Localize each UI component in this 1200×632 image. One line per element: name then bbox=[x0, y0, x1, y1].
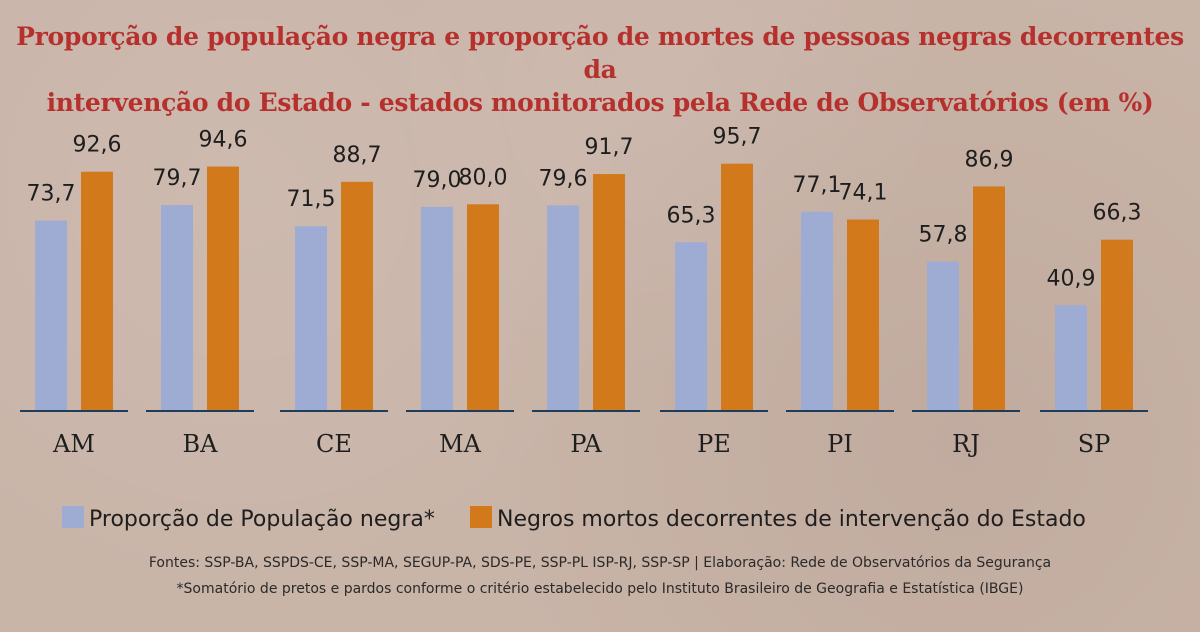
legend-label-series-1: Proporção de População negra* bbox=[89, 507, 435, 532]
category-label-ba: BA bbox=[183, 430, 219, 458]
category-label-pe: PE bbox=[697, 430, 731, 458]
legend-label-series-2: Negros mortos decorrentes de intervenção… bbox=[497, 507, 1086, 532]
bar-sp-series-2 bbox=[1101, 239, 1133, 411]
category-label-pa: PA bbox=[570, 430, 602, 458]
value-label-am-series-2: 92,6 bbox=[73, 133, 122, 158]
bar-rj-series-2 bbox=[973, 186, 1005, 411]
value-label-ba-series-1: 79,7 bbox=[153, 166, 202, 191]
value-label-pi-series-1: 77,1 bbox=[793, 173, 842, 198]
value-label-ce-series-2: 88,7 bbox=[333, 143, 382, 168]
bar-pa-series-2 bbox=[593, 174, 625, 411]
value-label-pi-series-2: 74,1 bbox=[839, 181, 888, 206]
value-label-pa-series-1: 79,6 bbox=[539, 166, 588, 191]
bar-pe-series-2 bbox=[721, 163, 753, 411]
value-label-pe-series-1: 65,3 bbox=[667, 203, 716, 228]
value-label-sp-series-1: 40,9 bbox=[1047, 266, 1096, 291]
value-label-ce-series-1: 71,5 bbox=[287, 187, 336, 212]
bar-ce-series-2 bbox=[341, 181, 373, 411]
legend-swatch-series-2 bbox=[470, 506, 492, 528]
value-label-ma-series-1: 79,0 bbox=[413, 168, 462, 193]
bar-pa-series-1 bbox=[547, 205, 579, 411]
category-label-pi: PI bbox=[827, 430, 853, 458]
category-label-rj: RJ bbox=[952, 430, 980, 458]
value-label-sp-series-2: 66,3 bbox=[1093, 201, 1142, 226]
category-label-ce: CE bbox=[316, 430, 352, 458]
bar-ma-series-1 bbox=[421, 206, 453, 411]
bar-pe-series-1 bbox=[675, 242, 707, 411]
category-label-am: AM bbox=[52, 430, 95, 458]
chart-title-line-1: Proporção de população negra e proporção… bbox=[16, 22, 1184, 84]
chart-title: Proporção de população negra e proporção… bbox=[0, 20, 1200, 119]
bar-sp-series-1 bbox=[1055, 305, 1087, 411]
value-label-pa-series-2: 91,7 bbox=[585, 135, 634, 160]
bar-am-series-1 bbox=[35, 220, 67, 411]
chart-title-line-2: intervenção do Estado - estados monitora… bbox=[46, 88, 1154, 117]
footer-sources: Fontes: SSP-BA, SSPDS-CE, SSP-MA, SEGUP-… bbox=[148, 555, 1052, 571]
bar-ba-series-1 bbox=[161, 205, 193, 411]
category-label-sp: SP bbox=[1078, 430, 1111, 458]
footer-note: *Somatório de pretos e pardos conforme o… bbox=[176, 581, 1024, 597]
bar-rj-series-1 bbox=[927, 261, 959, 411]
bar-ma-series-2 bbox=[467, 204, 499, 411]
value-label-ma-series-2: 80,0 bbox=[459, 165, 508, 190]
legend-swatch-series-1 bbox=[62, 506, 84, 528]
value-label-ba-series-2: 94,6 bbox=[199, 128, 248, 153]
value-label-rj-series-1: 57,8 bbox=[919, 223, 968, 248]
bar-pi-series-2 bbox=[847, 219, 879, 411]
value-label-pe-series-2: 95,7 bbox=[713, 125, 762, 150]
bar-ce-series-1 bbox=[295, 226, 327, 411]
category-label-ma: MA bbox=[439, 430, 482, 458]
bar-ba-series-2 bbox=[207, 166, 239, 411]
value-label-rj-series-2: 86,9 bbox=[965, 147, 1014, 172]
bar-pi-series-1 bbox=[801, 211, 833, 411]
bar-am-series-2 bbox=[81, 171, 113, 411]
value-label-am-series-1: 73,7 bbox=[27, 182, 76, 207]
